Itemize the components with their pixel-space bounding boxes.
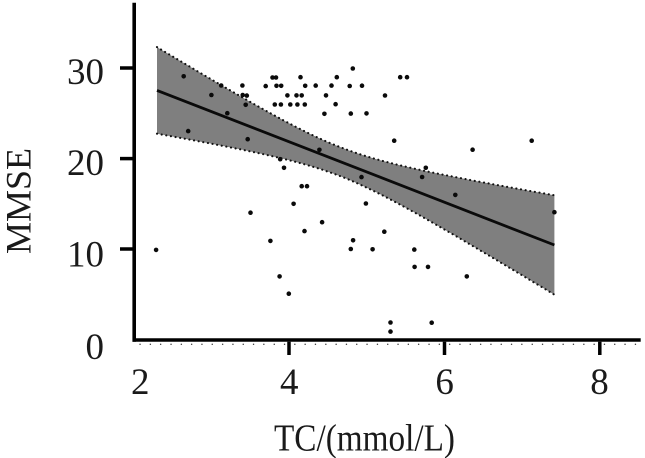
svg-text:MMSE: MMSE	[0, 148, 39, 254]
svg-text:10: 10	[67, 234, 104, 275]
svg-text:2: 2	[131, 362, 150, 403]
svg-text:20: 20	[67, 143, 104, 184]
svg-text:0: 0	[86, 327, 105, 368]
svg-text:TC/(mmol/L): TC/(mmol/L)	[274, 418, 455, 458]
svg-text:8: 8	[590, 362, 609, 403]
svg-text:6: 6	[435, 362, 454, 403]
svg-text:4: 4	[280, 362, 299, 403]
svg-text:30: 30	[67, 52, 104, 93]
